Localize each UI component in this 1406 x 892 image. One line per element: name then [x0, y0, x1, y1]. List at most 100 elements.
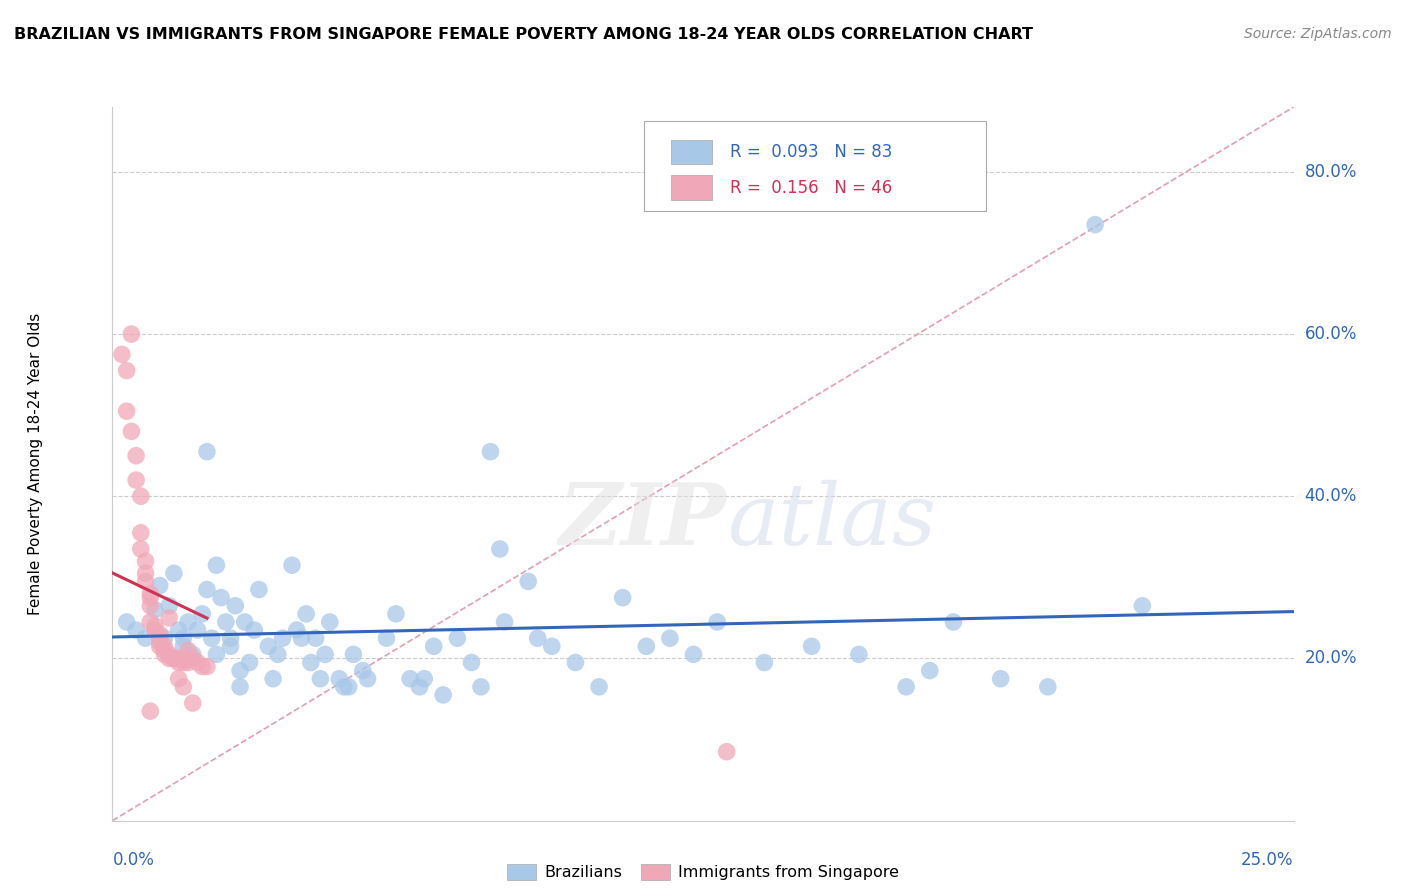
Point	[848, 648, 870, 662]
Point	[224, 599, 246, 613]
Point	[139, 615, 162, 629]
Point	[135, 566, 157, 581]
Point	[115, 615, 138, 629]
Point	[149, 627, 172, 641]
Point	[201, 631, 224, 645]
Point	[281, 558, 304, 573]
Point	[588, 680, 610, 694]
Point	[172, 640, 194, 654]
Point	[120, 327, 142, 342]
Point	[149, 635, 172, 649]
Point	[125, 449, 148, 463]
Point	[247, 582, 270, 597]
Point	[139, 591, 162, 605]
Point	[143, 603, 166, 617]
Text: R =  0.156   N = 46: R = 0.156 N = 46	[730, 178, 893, 196]
Point	[205, 558, 228, 573]
Point	[153, 643, 176, 657]
Point	[564, 656, 586, 670]
Point	[754, 656, 776, 670]
Point	[149, 578, 172, 592]
Point	[139, 586, 162, 600]
Point	[191, 659, 214, 673]
Point	[540, 640, 562, 654]
Point	[135, 554, 157, 568]
Point	[1084, 218, 1107, 232]
Point	[219, 631, 242, 645]
Point	[636, 640, 658, 654]
Point	[191, 607, 214, 621]
Point	[135, 574, 157, 589]
Point	[257, 640, 280, 654]
Text: 40.0%: 40.0%	[1305, 487, 1357, 505]
Text: 60.0%: 60.0%	[1305, 325, 1357, 343]
Point	[167, 656, 190, 670]
Point	[139, 599, 162, 613]
Point	[460, 656, 482, 670]
Point	[129, 489, 152, 503]
Point	[422, 640, 444, 654]
Point	[129, 541, 152, 556]
Text: atlas: atlas	[727, 480, 936, 562]
Point	[205, 648, 228, 662]
Point	[285, 623, 308, 637]
Point	[209, 591, 232, 605]
Point	[195, 444, 218, 458]
Point	[157, 599, 180, 613]
Point	[658, 631, 681, 645]
Point	[115, 363, 138, 377]
Point	[215, 615, 238, 629]
Point	[149, 640, 172, 654]
Point	[163, 651, 186, 665]
Point	[333, 680, 356, 694]
Point	[157, 648, 180, 662]
Point	[612, 591, 634, 605]
Point	[172, 656, 194, 670]
Point	[186, 623, 208, 637]
Point	[139, 704, 162, 718]
Point	[489, 541, 512, 556]
Point	[195, 659, 218, 673]
Point	[706, 615, 728, 629]
Point	[800, 640, 823, 654]
Point	[219, 640, 242, 654]
Point	[352, 664, 374, 678]
Point	[125, 623, 148, 637]
Point	[177, 656, 200, 670]
Point	[408, 680, 430, 694]
Legend: Brazilians, Immigrants from Singapore: Brazilians, Immigrants from Singapore	[508, 863, 898, 880]
Point	[111, 347, 134, 361]
Point	[479, 444, 502, 458]
Text: 25.0%: 25.0%	[1241, 851, 1294, 869]
Point	[375, 631, 398, 645]
Point	[177, 615, 200, 629]
Point	[243, 623, 266, 637]
Point	[177, 643, 200, 657]
Point	[125, 473, 148, 487]
Point	[337, 680, 360, 694]
Point	[157, 611, 180, 625]
Point	[526, 631, 548, 645]
Point	[314, 648, 336, 662]
Point	[942, 615, 965, 629]
Point	[153, 640, 176, 654]
Point	[149, 631, 172, 645]
Point	[894, 680, 917, 694]
Point	[309, 672, 332, 686]
Point	[356, 672, 378, 686]
Point	[181, 696, 204, 710]
Text: R =  0.093   N = 83: R = 0.093 N = 83	[730, 143, 893, 161]
Point	[167, 651, 190, 665]
Point	[167, 672, 190, 686]
Point	[129, 525, 152, 540]
Text: 20.0%: 20.0%	[1305, 649, 1357, 667]
Point	[163, 566, 186, 581]
Text: 0.0%: 0.0%	[112, 851, 155, 869]
Point	[115, 404, 138, 418]
Point	[328, 672, 350, 686]
Point	[682, 648, 704, 662]
Point	[295, 607, 318, 621]
Point	[157, 651, 180, 665]
Point	[143, 619, 166, 633]
Point	[432, 688, 454, 702]
